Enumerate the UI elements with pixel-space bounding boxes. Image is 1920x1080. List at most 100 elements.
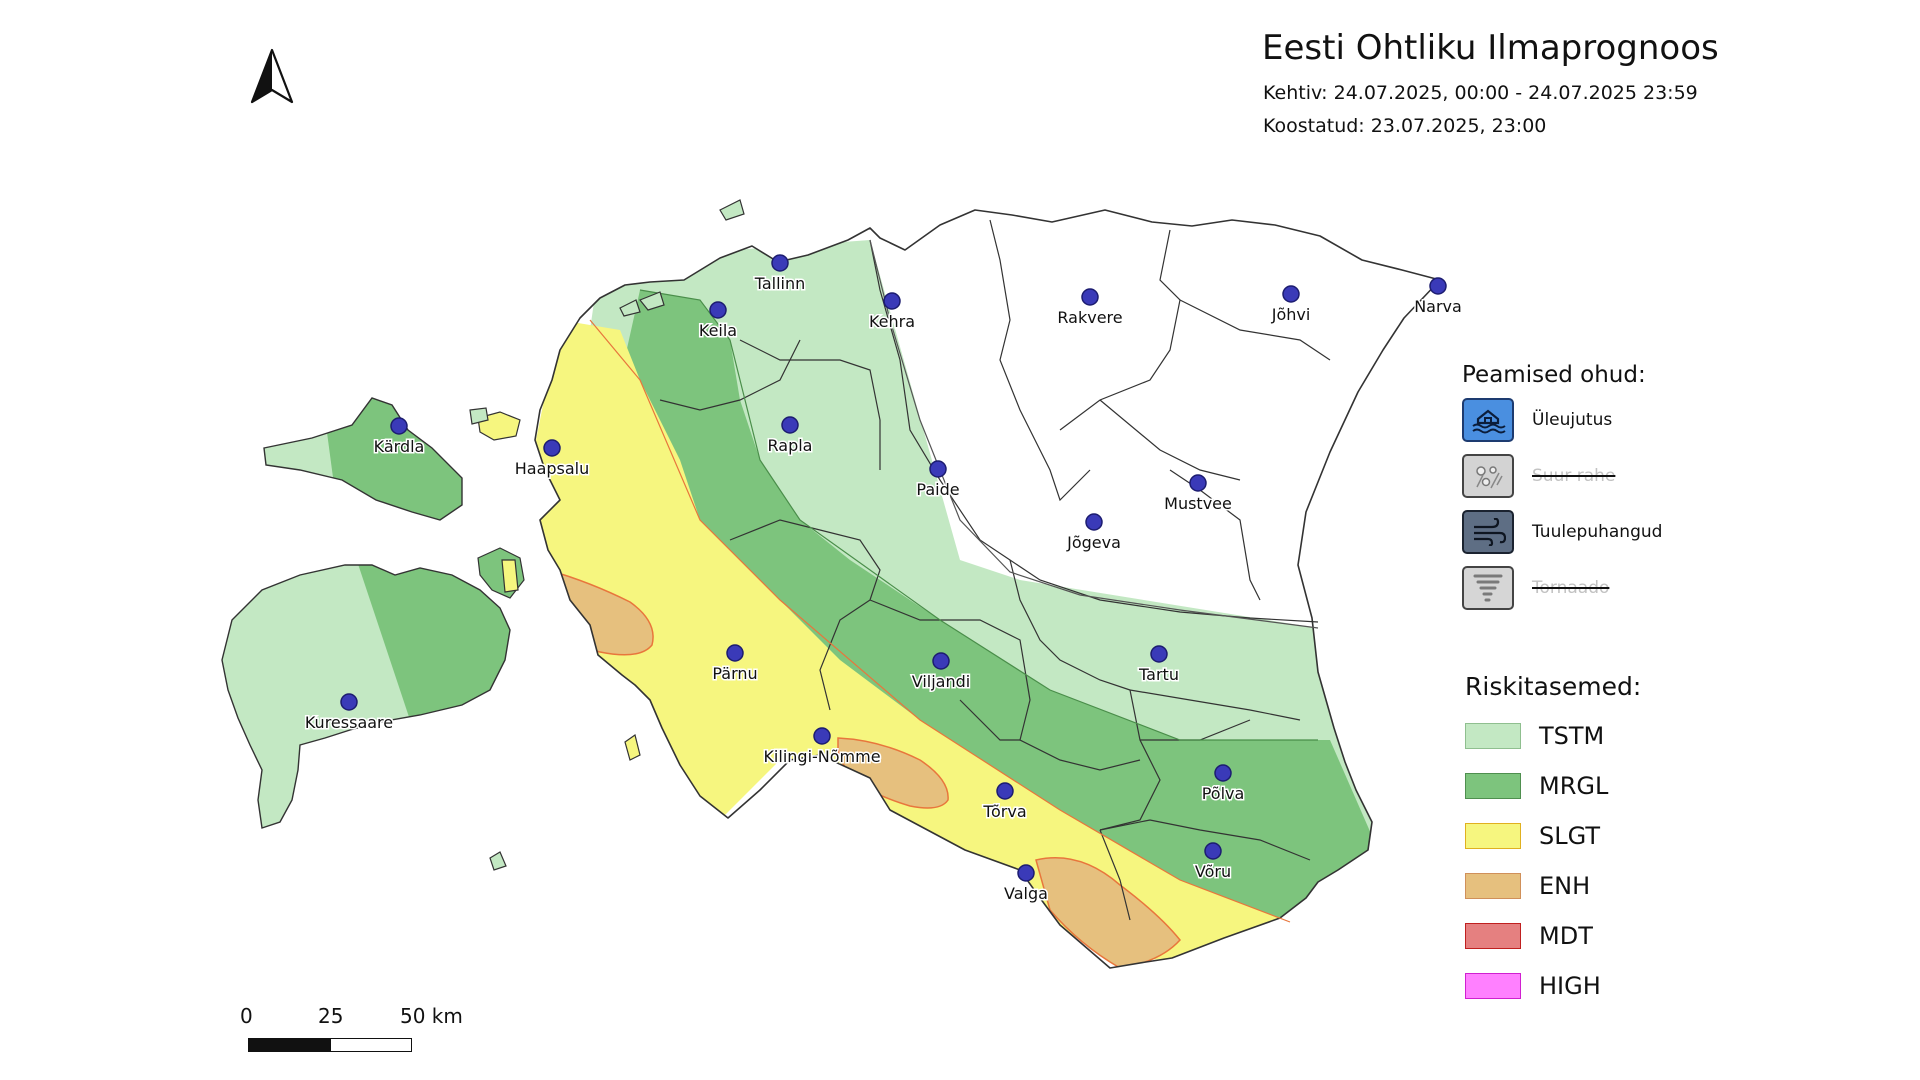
city-label: Haapsalu <box>515 459 590 478</box>
city-rapla: Rapla <box>766 416 814 457</box>
city-haapsalu: Haapsalu <box>513 439 591 480</box>
city-label: Kärdla <box>374 437 425 456</box>
city-label: Kehra <box>869 312 915 331</box>
city-label: Rapla <box>768 436 813 455</box>
city-label: Rakvere <box>1057 308 1122 327</box>
city-tõrva: Tõrva <box>981 782 1028 823</box>
island-saaremaa <box>221 564 511 829</box>
scale-label-50: 50 km <box>400 1004 463 1028</box>
city-dot <box>1150 645 1168 663</box>
city-label: Paide <box>916 480 959 499</box>
city-dot <box>929 460 947 478</box>
risk-level-high: HIGH <box>1465 972 1601 1000</box>
city-võru: Võru <box>1193 842 1233 883</box>
hazard-tornado-label: Tornaado <box>1532 578 1610 598</box>
hazard-flood-label: Üleujutus <box>1532 410 1613 430</box>
city-label: Tartu <box>1138 665 1179 684</box>
city-mustvee: Mustvee <box>1163 474 1233 515</box>
risk-swatch <box>1465 773 1521 799</box>
city-label: Jõgeva <box>1066 533 1121 552</box>
city-label: Keila <box>699 321 737 340</box>
city-kärdla: Kärdla <box>372 417 426 458</box>
scale-label-0: 0 <box>240 1004 253 1028</box>
risk-label: MDT <box>1539 922 1593 950</box>
city-markers: Tallinn Keila Kehra Rakvere Jõhvi Narva Kärdla… <box>303 254 1463 905</box>
city-dot <box>1081 288 1099 306</box>
valid-period: Kehtiv: 24.07.2025, 00:00 - 24.07.2025 2… <box>1263 82 1698 104</box>
city-kilingi-nõmme: Kilingi-Nõmme <box>762 727 882 768</box>
city-dot <box>781 416 799 434</box>
risk-area-tstm <box>580 240 1400 900</box>
island-hiiumaa <box>263 397 463 521</box>
city-dot <box>1282 285 1300 303</box>
hazard-wind-label: Tuulepuhangud <box>1532 522 1663 542</box>
city-dot <box>1429 277 1447 295</box>
risk-label: MRGL <box>1539 772 1609 800</box>
city-dot <box>1085 513 1103 531</box>
north-arrow-icon <box>250 48 294 104</box>
small-islands <box>469 199 745 871</box>
hazards-heading: Peamised ohud: <box>1462 362 1646 388</box>
city-label: Narva <box>1414 297 1462 316</box>
city-jõhvi: Jõhvi <box>1269 285 1312 326</box>
city-kuressaare: Kuressaare <box>303 693 395 734</box>
city-dot <box>1189 474 1207 492</box>
risk-level-enh: ENH <box>1465 872 1590 900</box>
city-dot <box>883 292 901 310</box>
city-pärnu: Pärnu <box>711 644 759 685</box>
city-dot <box>709 301 727 319</box>
hazard-flood: Üleujutus <box>1462 398 1612 442</box>
risk-area-enh-valga <box>1035 857 1181 968</box>
city-label: Tõrva <box>982 802 1026 821</box>
hazard-wind: Tuulepuhangud <box>1462 510 1662 554</box>
city-label: Viljandi <box>912 672 970 691</box>
city-label: Mustvee <box>1164 494 1232 513</box>
city-label: Valga <box>1004 884 1048 903</box>
hazard-tornado: Tornaado <box>1462 566 1609 610</box>
risk-level-mrgl: MRGL <box>1465 772 1608 800</box>
risk-label: TSTM <box>1539 722 1605 750</box>
issued-time: Koostatud: 23.07.2025, 23:00 <box>1263 115 1547 137</box>
city-viljandi: Viljandi <box>910 652 972 693</box>
wind-gust-icon <box>1462 510 1514 554</box>
city-dot <box>390 417 408 435</box>
scale-bar <box>248 1038 412 1052</box>
risk-area-mrgl <box>620 290 1400 922</box>
risk-area-slgt <box>535 320 1290 960</box>
city-label: Võru <box>1195 862 1231 881</box>
city-dot <box>726 644 744 662</box>
risk-label: HIGH <box>1539 972 1601 1000</box>
scale-label-25: 25 <box>318 1004 344 1028</box>
city-valga: Valga <box>1003 864 1049 905</box>
city-paide: Paide <box>915 460 961 501</box>
risk-swatch <box>1465 973 1521 999</box>
risk-label: ENH <box>1539 872 1591 900</box>
city-rakvere: Rakvere <box>1056 288 1124 329</box>
risk-swatch <box>1465 923 1521 949</box>
city-label: Kilingi-Nõmme <box>763 747 880 766</box>
city-dot <box>996 782 1014 800</box>
city-label: Pärnu <box>712 664 757 683</box>
risk-swatch <box>1465 823 1521 849</box>
risk-level-slgt: SLGT <box>1465 822 1600 850</box>
hazard-hail-label: Suur rahe <box>1532 466 1616 486</box>
city-kehra: Kehra <box>867 292 917 333</box>
city-label: Jõhvi <box>1271 305 1311 324</box>
city-dot <box>932 652 950 670</box>
map-title: Eesti Ohtliku Ilmaprognoos <box>1262 28 1719 68</box>
city-narva: Narva <box>1413 277 1463 318</box>
risk-level-tstm: TSTM <box>1465 722 1604 750</box>
risk-heading: Riskitasemed: <box>1465 672 1642 701</box>
city-tartu: Tartu <box>1137 645 1180 686</box>
city-label: Põlva <box>1202 784 1245 803</box>
city-dot <box>543 439 561 457</box>
mainland <box>534 209 1441 969</box>
city-dot <box>1204 842 1222 860</box>
city-põlva: Põlva <box>1200 764 1246 805</box>
city-tallinn: Tallinn <box>752 254 807 295</box>
city-label: Tallinn <box>754 274 806 293</box>
risk-label: SLGT <box>1539 822 1601 850</box>
city-dot <box>813 727 831 745</box>
risk-swatch <box>1465 873 1521 899</box>
hazard-hail: Suur rahe <box>1462 454 1615 498</box>
